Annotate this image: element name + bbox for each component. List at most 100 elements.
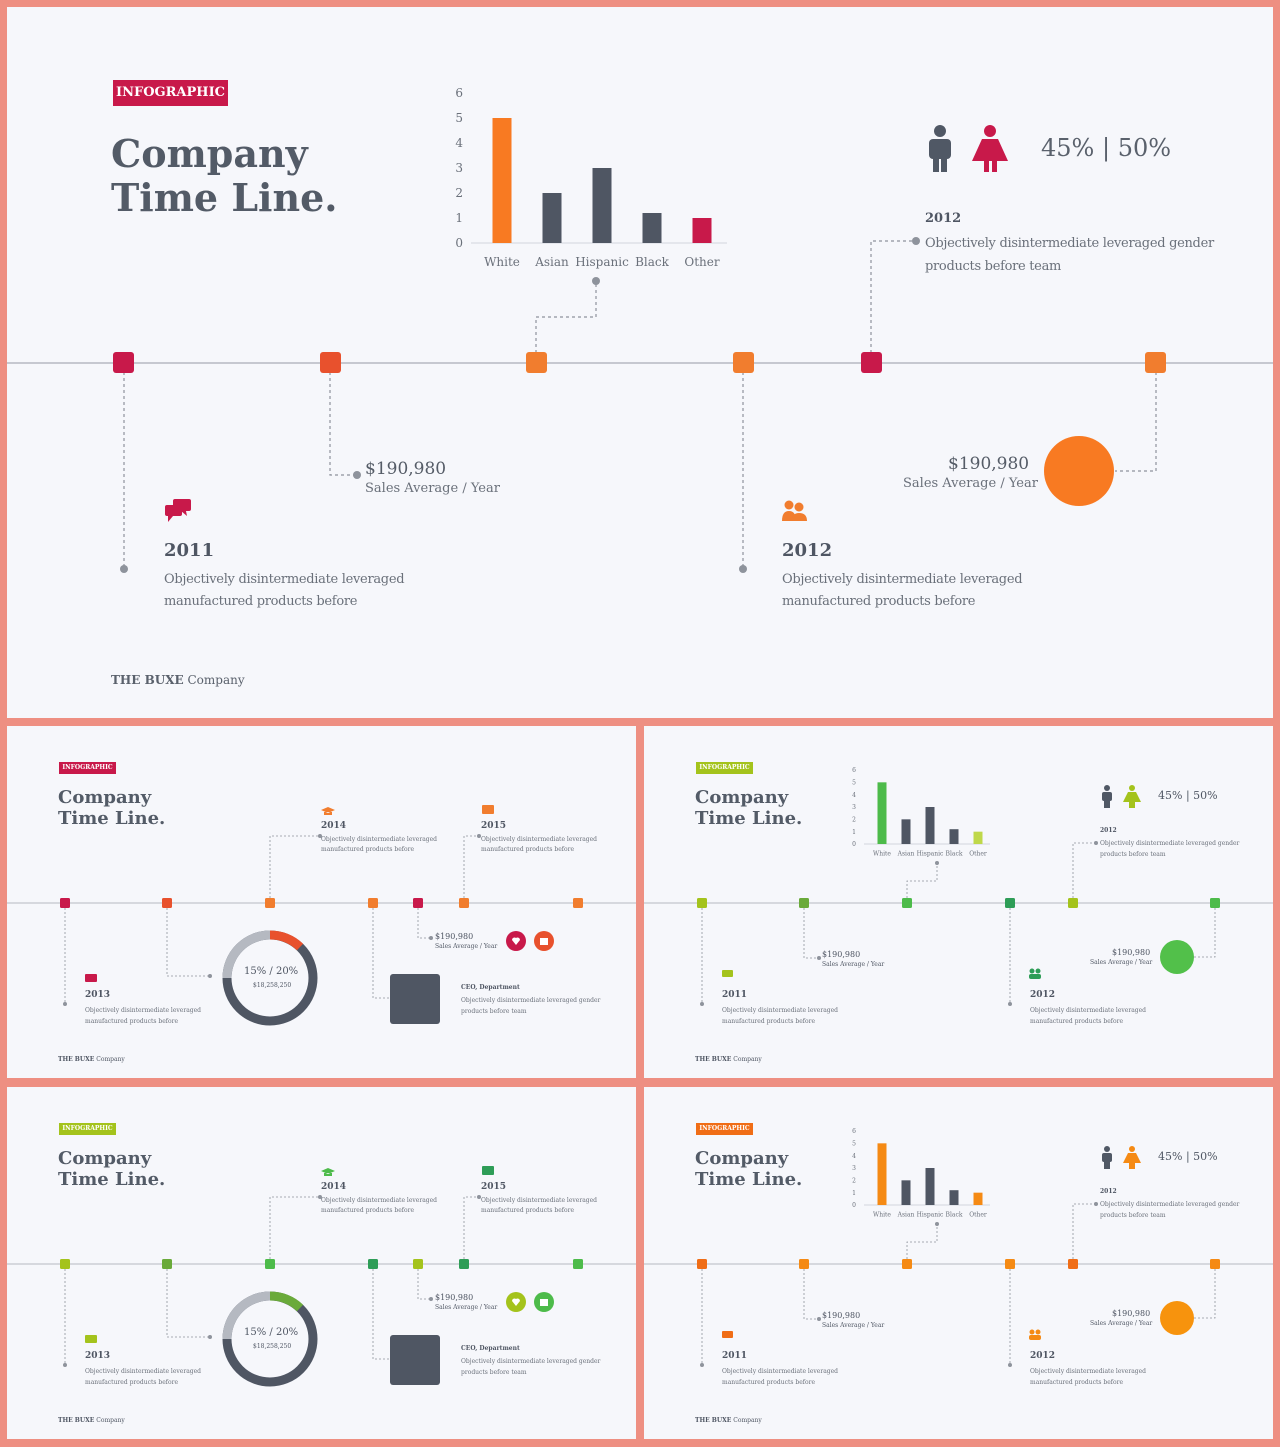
timeline-marker[interactable] xyxy=(1210,898,1220,908)
people-icon xyxy=(782,500,807,521)
sales-right-value: $190,980 xyxy=(948,454,1030,474)
y-tick-label: 6 xyxy=(852,767,856,774)
people-icon xyxy=(1029,968,1041,979)
timeline-marker[interactable] xyxy=(320,352,341,373)
desc-2015: Objectively disintermediate leveraged ma… xyxy=(481,1197,598,1214)
bar-hispanic xyxy=(925,1168,935,1205)
timeline-marker[interactable] xyxy=(799,1259,809,1269)
timeline-marker[interactable] xyxy=(1068,1259,1078,1269)
desc-2012-top: Objectively disintermediate leveraged ge… xyxy=(1100,840,1240,858)
sales-right-label: Sales Average / Year xyxy=(903,476,1038,491)
sales-label: Sales Average / Year xyxy=(435,943,498,950)
ceo-desc: Objectively disintermediate leveraged ge… xyxy=(461,997,601,1015)
sales-left-label: Sales Average / Year xyxy=(365,481,500,496)
timeline-marker[interactable] xyxy=(1210,1259,1220,1269)
timeline-marker[interactable] xyxy=(733,352,754,373)
bar-black xyxy=(949,1190,959,1205)
chat-icon xyxy=(165,499,191,522)
timeline-marker[interactable] xyxy=(902,1259,912,1269)
year-2013: 2013 xyxy=(85,1351,111,1361)
bar-chart: 0 1 2 3 4 5 6 White Asian Hispanic Black Other xyxy=(455,86,727,269)
brand-rest: Company xyxy=(183,673,245,687)
desc-2012: Objectively disintermediate leveraged ma… xyxy=(1030,1368,1147,1386)
bar-hispanic xyxy=(925,807,935,844)
timeline-marker[interactable] xyxy=(60,1259,70,1269)
ceo-title: CEO, Department xyxy=(461,1345,520,1352)
timeline-marker[interactable] xyxy=(697,898,707,908)
main-slide: 0 1 2 3 4 5 6 White Asian Hispanic Black Other INFO… xyxy=(7,7,1273,718)
folder-icon xyxy=(85,1335,97,1343)
timeline-marker[interactable] xyxy=(459,1259,469,1269)
bar-white xyxy=(877,782,887,844)
thumb-slide-orange-chart[interactable]: 0 1 2 3 4 5 6 White Asian Hispanic Black Other INFO… xyxy=(644,1087,1273,1439)
brand-footer: THE BUXE Company xyxy=(58,1056,125,1063)
year-2012: 2012 xyxy=(1030,990,1056,1000)
male-icon xyxy=(1102,785,1112,808)
x-tick-label: Asian xyxy=(897,850,915,857)
sales-left-value: $190,980 xyxy=(365,459,447,479)
timeline-marker[interactable] xyxy=(162,1259,172,1269)
infographic-badge: INFOGRAPHIC xyxy=(59,762,116,774)
y-tick-label: 2 xyxy=(852,816,856,823)
connectors xyxy=(123,240,1157,569)
female-icon xyxy=(1123,785,1141,808)
year-2014: 2014 xyxy=(321,1182,347,1192)
thumb-slide-red-donut[interactable]: INFOGRAPHIC Company Time Line. 2014 Obje… xyxy=(7,726,636,1078)
bar-hispanic xyxy=(592,168,612,243)
item-2012-year: 2012 xyxy=(782,540,833,561)
timeline-marker[interactable] xyxy=(459,898,469,908)
brand-footer: THE BUXE Company xyxy=(695,1417,762,1424)
graduation-cap-icon xyxy=(321,807,335,815)
timeline-marker[interactable] xyxy=(861,352,882,373)
timeline-marker[interactable] xyxy=(697,1259,707,1269)
timeline-marker[interactable] xyxy=(368,898,378,908)
gender-ratio: 45% | 50% xyxy=(1041,134,1172,162)
sales-value: $190,980 xyxy=(435,1293,474,1302)
year-2011: 2011 xyxy=(722,1351,748,1361)
infographic-badge: INFOGRAPHIC xyxy=(696,762,753,774)
year-2013: 2013 xyxy=(85,990,111,1000)
donut-sub: $18,258,250 xyxy=(253,982,292,989)
bar-white xyxy=(492,118,512,243)
timeline-marker[interactable] xyxy=(113,352,134,373)
brand-rest: Company xyxy=(731,1417,762,1424)
desc-2014: Objectively disintermediate leveraged ma… xyxy=(321,1197,438,1214)
male-icon xyxy=(1102,1146,1112,1169)
timeline-marker[interactable] xyxy=(1005,898,1015,908)
note-2012-text: Objectively disintermediate leveraged ge… xyxy=(925,236,1214,274)
timeline-marker[interactable] xyxy=(413,1259,423,1269)
brand-rest: Company xyxy=(94,1056,125,1063)
female-icon xyxy=(1123,1146,1141,1169)
thumb-slide-lime-donut[interactable]: INFOGRAPHIC Company Time Line. 2014 Obje… xyxy=(7,1087,636,1439)
y-tick-label: 3 xyxy=(852,804,856,811)
timeline-marker[interactable] xyxy=(265,898,275,908)
timeline-marker[interactable] xyxy=(1068,898,1078,908)
thumb-slide-lime-chart[interactable]: 0 1 2 3 4 5 6 White Asian Hispanic Black Other INFO… xyxy=(644,726,1273,1078)
timeline-marker[interactable] xyxy=(265,1259,275,1269)
donut-segment-accent xyxy=(269,1291,304,1312)
timeline-marker[interactable] xyxy=(1145,352,1166,373)
timeline-marker[interactable] xyxy=(573,898,583,908)
brand-bold: THE BUXE xyxy=(695,1056,732,1063)
people-icon xyxy=(1029,1329,1041,1340)
timeline-marker[interactable] xyxy=(902,898,912,908)
y-tick-label: 1 xyxy=(455,211,463,225)
timeline-marker[interactable] xyxy=(413,898,423,908)
y-tick-label: 6 xyxy=(852,1128,856,1135)
sales-circle xyxy=(1160,940,1194,974)
timeline-marker[interactable] xyxy=(526,352,547,373)
timeline-marker[interactable] xyxy=(1005,1259,1015,1269)
timeline-marker[interactable] xyxy=(60,898,70,908)
item-2011-text: Objectively disintermediate leveraged ma… xyxy=(164,572,405,609)
thumb-graphics: 0 1 2 3 4 5 6 White Asian Hispanic Black Other xyxy=(644,767,1273,1006)
timeline-marker[interactable] xyxy=(799,898,809,908)
timeline-marker[interactable] xyxy=(162,898,172,908)
desc-2011: Objectively disintermediate leveraged ma… xyxy=(722,1007,839,1025)
page-title: Company Time Line. xyxy=(695,787,803,830)
sales-right-value: $190,980 xyxy=(1112,948,1151,957)
timeline-marker[interactable] xyxy=(368,1259,378,1269)
page-title: Company Time Line. xyxy=(58,787,166,830)
male-icon xyxy=(929,125,951,172)
y-tick-label: 0 xyxy=(852,841,856,848)
timeline-marker[interactable] xyxy=(573,1259,583,1269)
